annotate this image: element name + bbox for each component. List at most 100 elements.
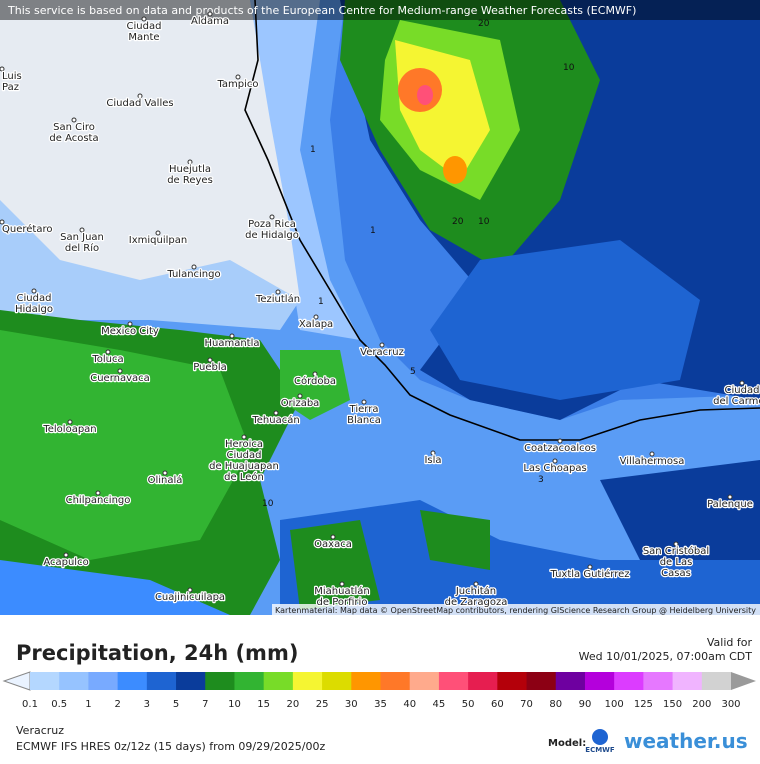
city-dot <box>67 419 73 425</box>
place-label: de Huajuapan <box>209 461 279 472</box>
place-label: Juchitán <box>455 585 496 597</box>
map: This service is based on data and produc… <box>0 0 760 615</box>
city-dot <box>207 357 213 363</box>
city-dot <box>727 494 733 500</box>
south-rain-core <box>0 330 250 560</box>
colorbar-under <box>2 671 31 691</box>
title: Precipitation, 24h (mm) <box>16 641 298 665</box>
place-label: Poza Rica <box>248 219 296 230</box>
colorbar-segment <box>643 672 674 690</box>
ecmwf-logo <box>592 729 608 745</box>
colorbar-segment <box>380 672 411 690</box>
place-label: de Las <box>660 557 693 568</box>
city-dot <box>229 333 235 339</box>
colorbar-segment <box>322 672 352 690</box>
model-run: ECMWF IFS HRES 0z/12z (15 days) from 09/… <box>16 740 326 753</box>
city-dot <box>430 450 436 456</box>
colorbar-segment <box>555 672 586 690</box>
contour-label: 10 <box>262 499 274 509</box>
colorbar-tick: 20 <box>287 699 300 710</box>
colorbar-tick: 40 <box>403 699 416 710</box>
city-dot <box>339 581 345 587</box>
city-dot <box>95 490 101 496</box>
peak-core <box>417 85 433 105</box>
place-label: de Zaragoza <box>445 597 508 608</box>
coastline <box>244 0 760 441</box>
city-dot <box>557 438 563 444</box>
colorbar-tick: 15 <box>257 699 270 710</box>
place-label: de León <box>224 471 264 483</box>
chiapas-rain <box>600 460 760 560</box>
place-label: Teloloapan <box>42 424 96 435</box>
city-dot <box>117 368 123 374</box>
colorbar-over <box>731 672 756 690</box>
place-label: Villahermosa <box>620 456 685 467</box>
place-label: de Hidalgo <box>245 230 299 241</box>
colorbar-segment <box>30 672 60 690</box>
place-label: Querétaro <box>2 223 52 235</box>
colorbar-tick: 100 <box>605 699 624 710</box>
colorbar-tick: 35 <box>374 699 387 710</box>
notice: This service is based on data and produc… <box>7 4 636 17</box>
place-label: Huejutla <box>169 164 211 175</box>
light-rain <box>0 200 300 330</box>
colorbar-segment <box>468 672 498 690</box>
place-label: Ciudad <box>227 450 262 461</box>
city-dot <box>63 552 69 558</box>
place-label: Mexico City <box>101 326 159 337</box>
place-label: Olinalá <box>148 474 183 486</box>
colorbar-segment <box>88 672 119 690</box>
city-dot <box>361 399 367 405</box>
city-dot <box>313 314 319 320</box>
colorbar-segment <box>263 672 294 690</box>
contour-label: 1 <box>318 297 324 307</box>
colorbar-segment <box>59 672 89 690</box>
colorbar-tick: 70 <box>520 699 533 710</box>
brand: weather.us <box>624 729 748 753</box>
contour-label: 5 <box>410 367 416 377</box>
city-dot <box>673 541 679 547</box>
place-label: Paz <box>2 82 19 93</box>
place-label: Tampico <box>216 79 258 90</box>
city-dot <box>297 393 303 399</box>
city-dot <box>330 534 336 540</box>
city-dot <box>79 227 85 233</box>
place-label: Oaxaca <box>314 539 352 550</box>
pacific-rain <box>280 500 760 615</box>
colorbar: 0.1 0.5 1 2 3 5 7 10 15 20 25 30 35 40 45 50 60 70 80 90 100… <box>2 671 756 710</box>
colorbar-tick: 150 <box>663 699 682 710</box>
city-dot <box>312 371 318 377</box>
colorbar-tick: 5 <box>173 699 179 710</box>
city-dot <box>241 434 247 440</box>
contour-label: 20 <box>452 217 464 227</box>
place-label: Isla <box>424 455 441 466</box>
city-dot <box>31 288 37 294</box>
city-dot <box>127 321 133 327</box>
colorbar-tick: 300 <box>721 699 740 710</box>
colorbar-tick: 10 <box>228 699 241 710</box>
city-dot <box>275 289 281 295</box>
colorbar-segment <box>672 672 703 690</box>
colorbar-tick: 200 <box>692 699 711 710</box>
contour-label: 1 <box>370 226 376 236</box>
city-dot <box>379 342 385 348</box>
place-label: Cuajinicuilapa <box>155 592 225 603</box>
city-dot <box>105 349 111 355</box>
place-label: Palenque <box>707 499 753 510</box>
colorbar-tick: 0.5 <box>51 699 67 710</box>
city-dot <box>71 117 77 123</box>
colorbar-segment <box>526 672 557 690</box>
city-dot <box>187 587 193 593</box>
place-label: Blanca <box>347 415 381 426</box>
colorbar-tick: 30 <box>345 699 358 710</box>
place-label: Córdoba <box>294 375 336 387</box>
city-dot <box>0 219 5 225</box>
contour-label: 3 <box>538 475 544 485</box>
colorbar-tick: 7 <box>202 699 208 710</box>
city-dot <box>137 93 143 99</box>
place-label: de Acosta <box>49 133 98 144</box>
cordoba-rain <box>280 350 350 420</box>
place-label: Acapulco <box>43 557 88 568</box>
colorbar-segment <box>205 672 235 690</box>
